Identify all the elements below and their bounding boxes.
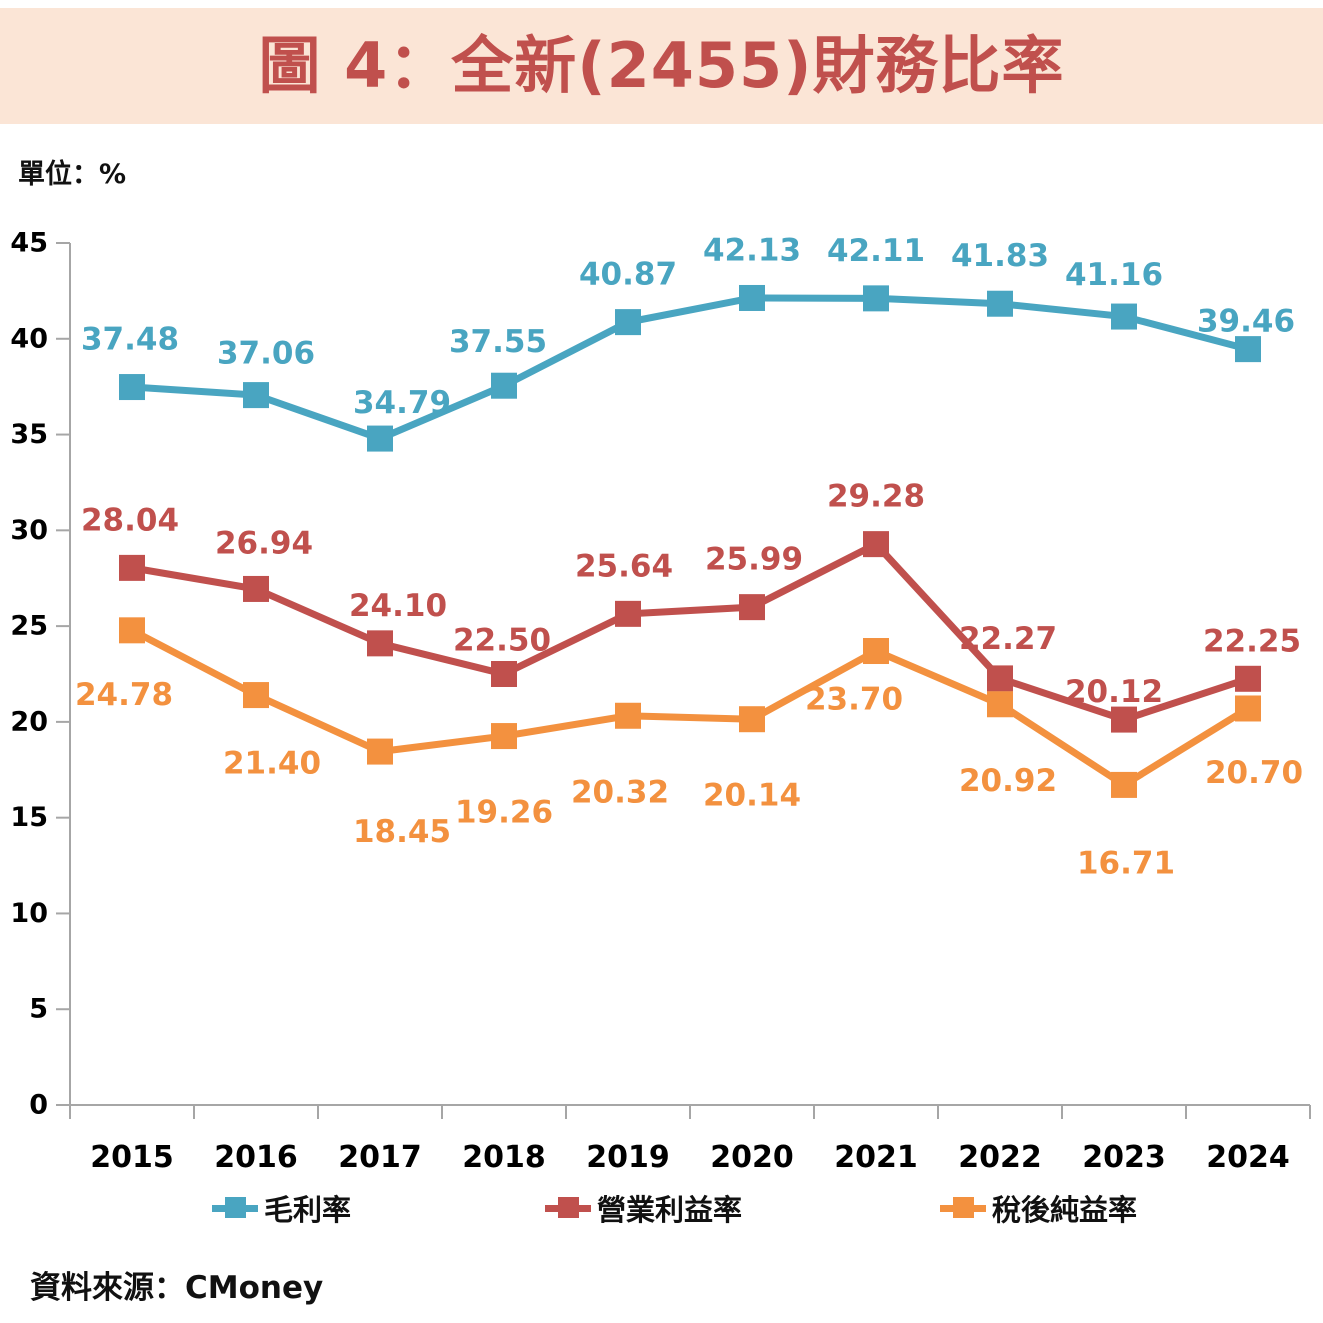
data-label: 26.94 [215, 525, 313, 561]
data-label: 18.45 [353, 814, 451, 850]
data-label: 25.64 [575, 548, 673, 584]
y-tick-label: 45 [10, 228, 48, 259]
data-point-marker [243, 575, 269, 602]
x-tick-label-2016: 2016 [214, 1140, 298, 1175]
data-point-marker [615, 600, 641, 627]
legend-label: 毛利率 [264, 1193, 352, 1227]
data-label: 29.28 [827, 479, 925, 515]
data-label: 20.14 [703, 778, 801, 814]
data-point-marker [1235, 695, 1261, 722]
data-label: 39.46 [1197, 304, 1295, 340]
y-tick-label: 5 [29, 994, 48, 1025]
data-point-marker [367, 738, 393, 765]
data-point-marker [615, 702, 641, 729]
data-point-marker [119, 617, 145, 644]
legend-item-gross-margin[interactable]: 毛利率 [212, 1186, 351, 1230]
data-label: 22.50 [453, 623, 551, 659]
data-point-marker [739, 284, 765, 311]
data-label: 19.26 [455, 795, 553, 831]
data-point-marker [863, 531, 889, 558]
data-point-marker [119, 374, 145, 401]
data-point-marker [1111, 706, 1137, 733]
legend-item-net-margin[interactable]: 稅後純益率 [940, 1186, 1137, 1230]
data-label: 28.04 [81, 502, 179, 538]
data-label: 24.78 [75, 677, 173, 713]
source-note: 資料來源：CMoney [30, 1270, 324, 1306]
x-tick-label-2022: 2022 [958, 1140, 1042, 1175]
data-point-marker [491, 372, 517, 399]
data-point-marker [1111, 771, 1137, 798]
y-tick-label: 10 [10, 898, 48, 929]
x-tick-label-2023: 2023 [1082, 1140, 1166, 1175]
page-title: 圖 4：全新(2455)財務比率 [258, 29, 1065, 102]
chart-legend: 毛利率 營業利益率 稅後純益率 [0, 1186, 1323, 1236]
data-label: 42.13 [703, 232, 801, 268]
data-point-marker [243, 682, 269, 709]
data-label: 34.79 [353, 385, 451, 421]
data-point-marker [987, 290, 1013, 317]
unit-note: 單位：% [18, 159, 127, 190]
data-label: 42.11 [827, 233, 925, 269]
data-point-marker [863, 285, 889, 312]
legend-label: 營業利益率 [597, 1193, 743, 1227]
data-label: 20.12 [1065, 674, 1163, 710]
data-point-marker [491, 661, 517, 687]
data-label: 24.10 [349, 588, 447, 624]
data-label: 23.70 [805, 682, 903, 718]
data-label: 41.83 [951, 238, 1049, 274]
x-tick-label-2019: 2019 [586, 1140, 670, 1175]
y-tick-label: 15 [10, 802, 48, 833]
data-label: 20.70 [1205, 755, 1303, 791]
legend-marker-icon [212, 1197, 258, 1219]
data-point-marker [367, 630, 393, 657]
data-point-marker [739, 594, 765, 621]
data-label: 37.55 [449, 324, 547, 360]
series-line-1 [131, 539, 1250, 724]
data-point-marker [119, 554, 145, 581]
data-point-marker [615, 309, 641, 336]
data-point-marker [491, 723, 517, 750]
y-tick-label: 20 [10, 706, 48, 737]
x-tick-label-2020: 2020 [710, 1140, 794, 1175]
legend-label: 稅後純益率 [992, 1193, 1138, 1227]
data-label: 22.27 [959, 621, 1057, 657]
x-tick-label-2021: 2021 [834, 1140, 918, 1175]
data-label: 20.92 [959, 763, 1057, 799]
data-label: 40.87 [579, 257, 677, 293]
data-point-marker [739, 706, 765, 733]
data-point-marker [1111, 303, 1137, 330]
x-tick-label-2017: 2017 [338, 1140, 422, 1175]
x-tick-label-2015: 2015 [90, 1140, 174, 1175]
series-line-0 [131, 294, 1249, 443]
data-point-marker [1235, 665, 1261, 692]
y-tick-label: 25 [10, 611, 48, 642]
data-point-marker [367, 425, 393, 452]
y-tick-label: 30 [10, 515, 48, 546]
legend-marker-icon [545, 1197, 591, 1219]
y-tick-label: 35 [10, 419, 48, 450]
y-tick-label: 40 [10, 323, 48, 354]
data-label: 37.06 [217, 336, 315, 372]
data-point-marker [863, 638, 889, 665]
data-label: 37.48 [81, 322, 179, 358]
title-band: 圖 4：全新(2455)財務比率 [0, 8, 1323, 124]
data-label: 22.25 [1203, 623, 1301, 659]
data-label: 20.32 [571, 774, 669, 810]
y-tick-label: 0 [29, 1090, 48, 1121]
data-point-marker [243, 382, 269, 409]
x-tick-label-2024: 2024 [1206, 1140, 1290, 1175]
data-label: 21.40 [223, 746, 321, 782]
legend-item-operating-margin[interactable]: 營業利益率 [545, 1186, 742, 1230]
data-label: 41.16 [1065, 257, 1163, 293]
data-point-marker [987, 665, 1013, 692]
data-label: 25.99 [705, 542, 803, 578]
data-point-marker [987, 691, 1013, 718]
x-tick-label-2018: 2018 [462, 1140, 546, 1175]
series-line-2 [130, 627, 1250, 790]
data-point-marker [1235, 336, 1261, 363]
data-label: 16.71 [1077, 845, 1175, 881]
legend-marker-icon [940, 1197, 986, 1219]
